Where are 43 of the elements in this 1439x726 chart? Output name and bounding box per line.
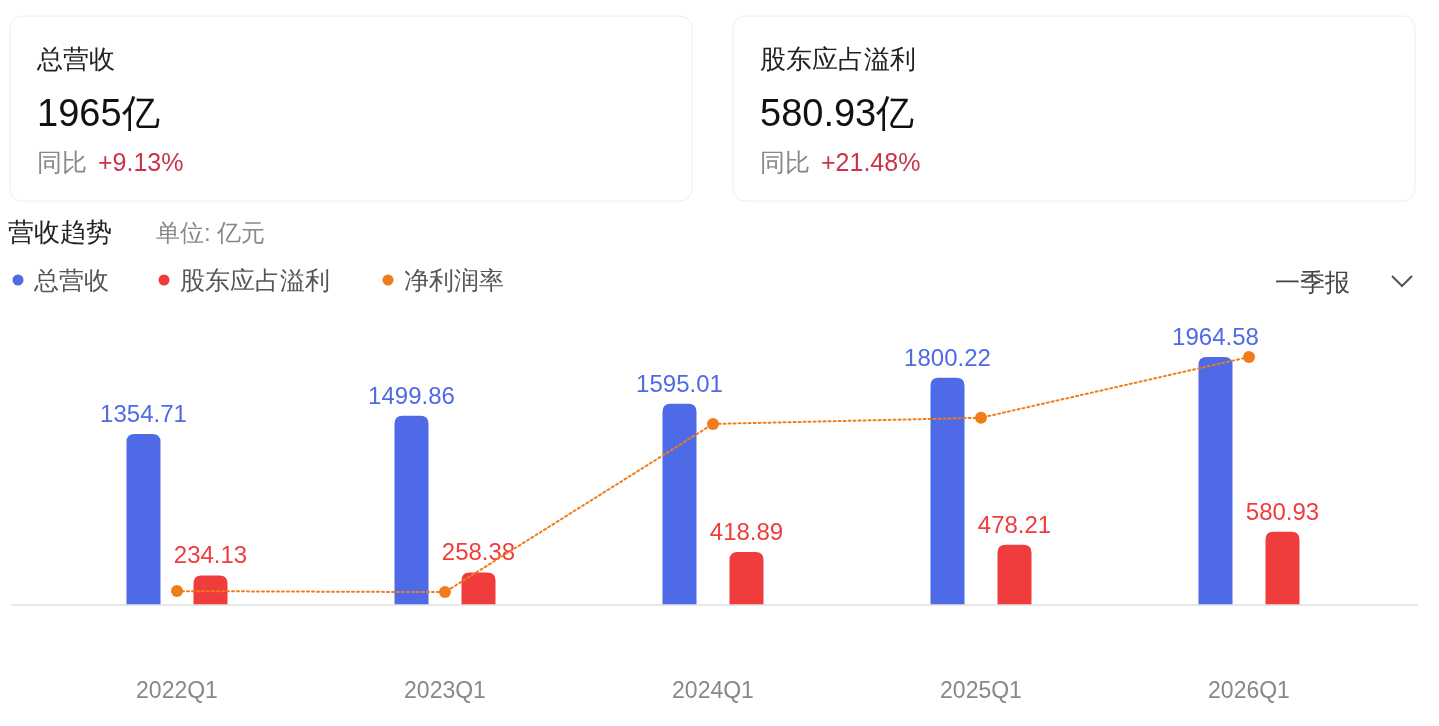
- point: [1243, 351, 1255, 363]
- text: 同比: [760, 148, 810, 176]
- x-tick-label: 2023Q1: [404, 677, 486, 703]
- data-label: 478.21: [977, 510, 1052, 538]
- data-label: 1595.01: [636, 369, 723, 397]
- bar: [461, 572, 496, 605]
- bar: [1198, 357, 1233, 605]
- bar: [997, 544, 1032, 605]
- bar: [126, 433, 161, 605]
- data-label: 1354.71: [100, 399, 187, 427]
- x-tick-label: 2026Q1: [1208, 677, 1290, 703]
- legend-label: 总营收: [33, 266, 109, 294]
- point: [975, 411, 987, 424]
- x-tick-label: 2022Q1: [136, 677, 218, 703]
- legend-label: 净利润率: [404, 266, 504, 294]
- bar: [1265, 531, 1300, 605]
- x-tick-label: 2025Q1: [940, 677, 1022, 703]
- chart-subtitle: 单位: 亿元: [156, 219, 266, 246]
- bar: [930, 377, 965, 605]
- data-label: 234.13: [173, 541, 248, 569]
- text: +21.48%: [821, 148, 921, 176]
- x-tick-label: 2024Q1: [672, 677, 754, 703]
- text: 580.93亿: [760, 92, 915, 134]
- data-label: 418.89: [709, 518, 784, 546]
- chart-title: 营收趋势: [8, 217, 112, 247]
- legend-label: 股东应占溢利: [180, 266, 330, 294]
- data-label: 1964.58: [1172, 323, 1259, 350]
- bar: [394, 415, 429, 605]
- bar: [662, 403, 697, 605]
- data-label: 1499.86: [368, 381, 455, 409]
- data-label: 580.93: [1245, 497, 1320, 525]
- point: [171, 585, 183, 598]
- text: 1965亿: [37, 92, 160, 134]
- point: [707, 417, 719, 430]
- text: +9.13%: [98, 148, 184, 176]
- bar: [729, 552, 764, 605]
- point: [439, 586, 451, 599]
- bar: [193, 575, 228, 605]
- data-label: 1800.22: [904, 343, 991, 371]
- text: 总营收: [36, 44, 115, 74]
- text: 股东应占溢利: [760, 44, 916, 74]
- text: 同比: [37, 148, 87, 176]
- text: 一季报: [1275, 268, 1350, 296]
